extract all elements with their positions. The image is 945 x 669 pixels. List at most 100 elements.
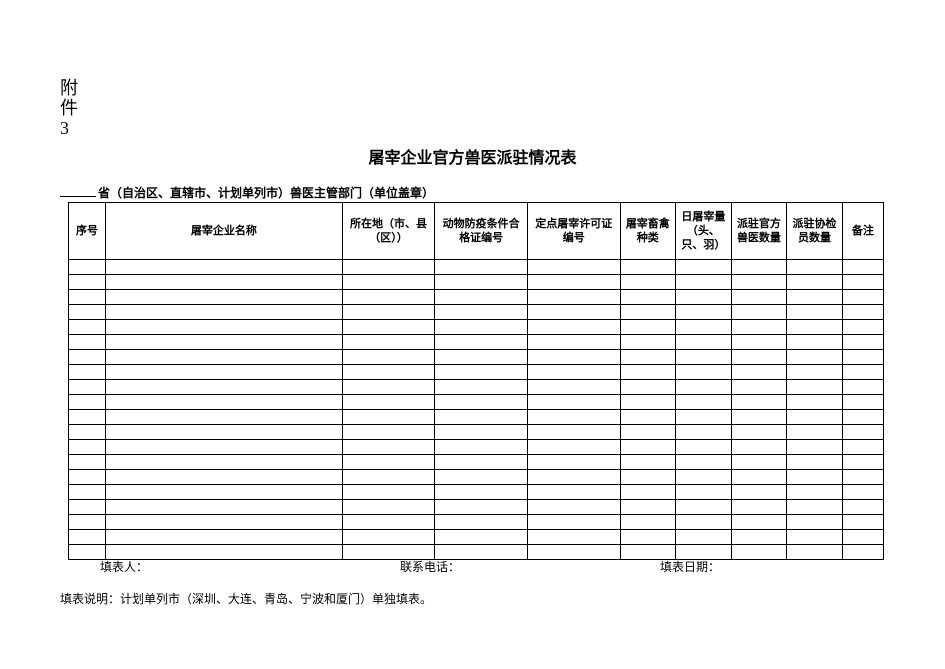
table-cell	[842, 275, 883, 290]
footer-row: 填表人： 联系电话： 填表日期：	[100, 558, 885, 575]
table-cell	[787, 305, 843, 320]
table-cell	[527, 455, 620, 470]
table-cell	[676, 320, 732, 335]
table-row	[69, 500, 884, 515]
table-cell	[527, 410, 620, 425]
table-cell	[620, 335, 676, 350]
table-cell	[787, 470, 843, 485]
table-cell	[342, 320, 435, 335]
table-cell	[731, 485, 787, 500]
table-row	[69, 530, 884, 545]
table-cell	[620, 515, 676, 530]
table-cell	[676, 410, 732, 425]
table-row	[69, 290, 884, 305]
table-cell	[620, 455, 676, 470]
table-cell	[69, 260, 106, 275]
table-cell	[731, 380, 787, 395]
table-cell	[435, 290, 528, 305]
table-row	[69, 305, 884, 320]
table-cell	[106, 260, 343, 275]
table-cell	[69, 530, 106, 545]
table-cell	[106, 485, 343, 500]
table-cell	[69, 305, 106, 320]
form-table-wrap: 序号屠宰企业名称所在地（市、县（区））动物防疫条件合格证编号定点屠宰许可证编号屠…	[68, 202, 884, 560]
table-cell	[435, 485, 528, 500]
table-cell	[69, 455, 106, 470]
page: 附件3 屠宰企业官方兽医派驻情况表 省（自治区、直辖市、计划单列市）兽医主管部门…	[0, 0, 945, 669]
table-cell	[676, 350, 732, 365]
table-cell	[676, 305, 732, 320]
table-cell	[787, 530, 843, 545]
table-cell	[527, 365, 620, 380]
table-cell	[787, 410, 843, 425]
table-cell	[69, 395, 106, 410]
table-cell	[435, 515, 528, 530]
table-cell	[842, 290, 883, 305]
table-cell	[620, 380, 676, 395]
table-cell	[69, 350, 106, 365]
table-cell	[787, 440, 843, 455]
table-cell	[106, 455, 343, 470]
table-cell	[435, 410, 528, 425]
table-cell	[342, 350, 435, 365]
table-row	[69, 485, 884, 500]
table-cell	[435, 470, 528, 485]
table-row	[69, 350, 884, 365]
table-row	[69, 425, 884, 440]
table-cell	[620, 305, 676, 320]
table-cell	[527, 395, 620, 410]
table-cell	[435, 500, 528, 515]
table-cell	[676, 395, 732, 410]
table-cell	[342, 485, 435, 500]
filler-label: 填表人：	[100, 558, 400, 575]
page-title: 屠宰企业官方兽医派驻情况表	[0, 144, 945, 168]
table-cell	[620, 290, 676, 305]
table-cell	[527, 260, 620, 275]
table-cell	[787, 350, 843, 365]
table-cell	[676, 455, 732, 470]
table-cell	[435, 305, 528, 320]
table-cell	[435, 425, 528, 440]
table-cell	[787, 260, 843, 275]
table-cell	[342, 440, 435, 455]
table-cell	[342, 410, 435, 425]
table-cell	[787, 500, 843, 515]
table-cell	[106, 380, 343, 395]
table-cell	[69, 515, 106, 530]
table-cell	[69, 500, 106, 515]
table-cell	[620, 260, 676, 275]
table-cell	[342, 455, 435, 470]
table-cell	[69, 470, 106, 485]
subheader: 省（自治区、直辖市、计划单列市）兽医主管部门（单位盖章）	[60, 184, 434, 201]
table-row	[69, 515, 884, 530]
table-cell	[842, 455, 883, 470]
col-header-5: 屠宰畜禽种类	[620, 203, 676, 260]
table-cell	[527, 290, 620, 305]
table-cell	[676, 365, 732, 380]
table-cell	[731, 320, 787, 335]
table-cell	[620, 275, 676, 290]
table-cell	[842, 530, 883, 545]
table-cell	[731, 440, 787, 455]
table-cell	[620, 365, 676, 380]
table-cell	[620, 410, 676, 425]
col-header-9: 备注	[842, 203, 883, 260]
col-header-6: 日屠宰量（头、只、羽）	[676, 203, 732, 260]
table-cell	[435, 275, 528, 290]
table-cell	[842, 350, 883, 365]
table-cell	[842, 500, 883, 515]
table-cell	[842, 305, 883, 320]
table-cell	[527, 530, 620, 545]
table-cell	[731, 305, 787, 320]
table-cell	[106, 350, 343, 365]
table-cell	[787, 290, 843, 305]
table-cell	[69, 335, 106, 350]
table-cell	[69, 425, 106, 440]
table-cell	[731, 290, 787, 305]
table-cell	[527, 425, 620, 440]
attachment-label: 附件3	[60, 78, 82, 138]
table-cell	[435, 440, 528, 455]
table-cell	[527, 470, 620, 485]
table-cell	[69, 365, 106, 380]
table-row	[69, 335, 884, 350]
